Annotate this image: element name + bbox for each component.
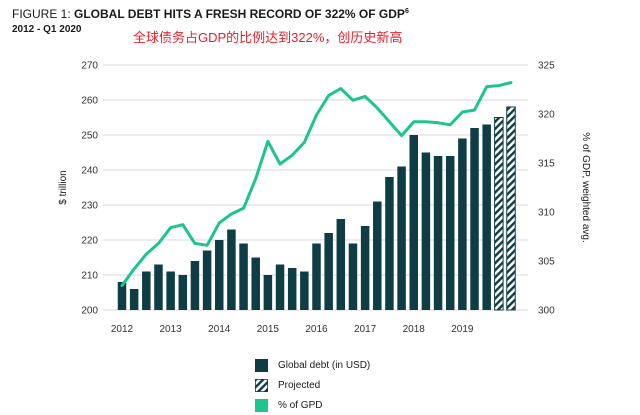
legend-label: Global debt (in USD) [278,359,371,371]
y2-tick-label: 300 [538,306,555,317]
line-series [120,81,513,287]
legend-item-global-debt: Global debt (in USD) [255,355,370,375]
debt-bar [348,243,358,310]
debt-bar [227,229,236,310]
y2-tick-label: 320 [538,110,555,121]
y2-axis-label: % of GDP, weighted avg. [580,132,591,242]
pct-gdp-line [120,81,513,287]
y-tick-label: 270 [81,61,98,72]
legend-item-pct-gdp: % of GPD [255,395,370,415]
debt-bar [445,156,455,310]
legend-swatch-solid [255,358,268,372]
legend-label: Projected [278,379,321,391]
debt-bar [360,226,370,310]
debt-bar [251,257,260,310]
debt-bar [215,240,224,310]
legend-label: % of GPD [278,399,323,411]
y-tick-label: 220 [81,236,98,247]
debt-bar [178,275,188,310]
bar-series [117,106,516,311]
projected-bar [494,117,504,311]
y-tick-label: 250 [81,131,98,142]
x-tick-label: 2017 [354,324,377,335]
debt-bar [336,219,346,310]
debt-bar [239,243,248,310]
debt-bar [409,135,418,310]
debt-bar [300,271,309,310]
debt-bar [421,152,431,310]
chinese-annotation: 全球债务占GDP的比例达到322%，创历史新高 [133,30,403,45]
y-axis-label: $ trillion [58,170,69,204]
legend-item-projected: Projected [255,375,370,395]
debt-bar [385,177,394,310]
chart-subtitle: 2012 - Q1 2020 [12,24,82,35]
debt-bar [324,233,333,310]
legend: Global debt (in USD) Projected % of GPD [255,355,370,415]
y-tick-label: 230 [81,201,98,212]
axes: 200 210 220 230 240 250 260 270 300 305 310 315 320 3… [58,61,591,336]
debt-bar [263,275,273,310]
debt-bar [470,128,479,310]
projected-bar [506,106,516,311]
debt-bar [166,271,175,310]
x-tick-label: 2019 [451,324,474,335]
y2-tick-label: 325 [538,61,555,72]
y2-tick-label: 310 [538,208,555,219]
x-tick-label: 2016 [305,324,328,335]
y-tick-label: 240 [81,166,98,177]
x-tick-label: 2015 [257,324,280,335]
debt-bar [142,271,151,310]
debt-bar [275,264,285,310]
y-tick-label: 210 [81,271,98,282]
debt-bar [397,166,406,310]
title-footnote: 6 [404,8,409,15]
debt-bar [117,282,127,310]
debt-bar [202,250,212,310]
chart-title: FIGURE 1: GLOBAL DEBT HITS A FRESH RECOR… [12,7,409,21]
debt-bar [482,124,491,310]
x-tick-label: 2018 [403,324,426,335]
x-tick-label: 2012 [111,324,134,335]
debt-bar [287,268,297,310]
y2-tick-label: 305 [538,257,555,268]
debt-bar [154,264,163,310]
debt-bar [458,138,467,310]
debt-bar [312,243,321,310]
legend-swatch-hatched [255,378,268,392]
x-tick-label: 2013 [160,324,183,335]
x-tick-label: 2014 [208,324,231,335]
title-text: GLOBAL DEBT HITS A FRESH RECORD OF 322% … [74,7,405,21]
figure-label: FIGURE 1: [12,7,75,21]
legend-swatch-line [255,398,268,412]
debt-bar [129,289,139,310]
y-tick-label: 200 [81,306,98,317]
debt-bar [433,156,443,310]
chart-svg: 200 210 220 230 240 250 260 270 300 305 310 315 320 3… [58,61,591,336]
y2-tick-label: 315 [538,159,555,170]
y-tick-label: 260 [81,96,98,107]
debt-bar [190,261,200,310]
debt-bar [373,201,382,310]
